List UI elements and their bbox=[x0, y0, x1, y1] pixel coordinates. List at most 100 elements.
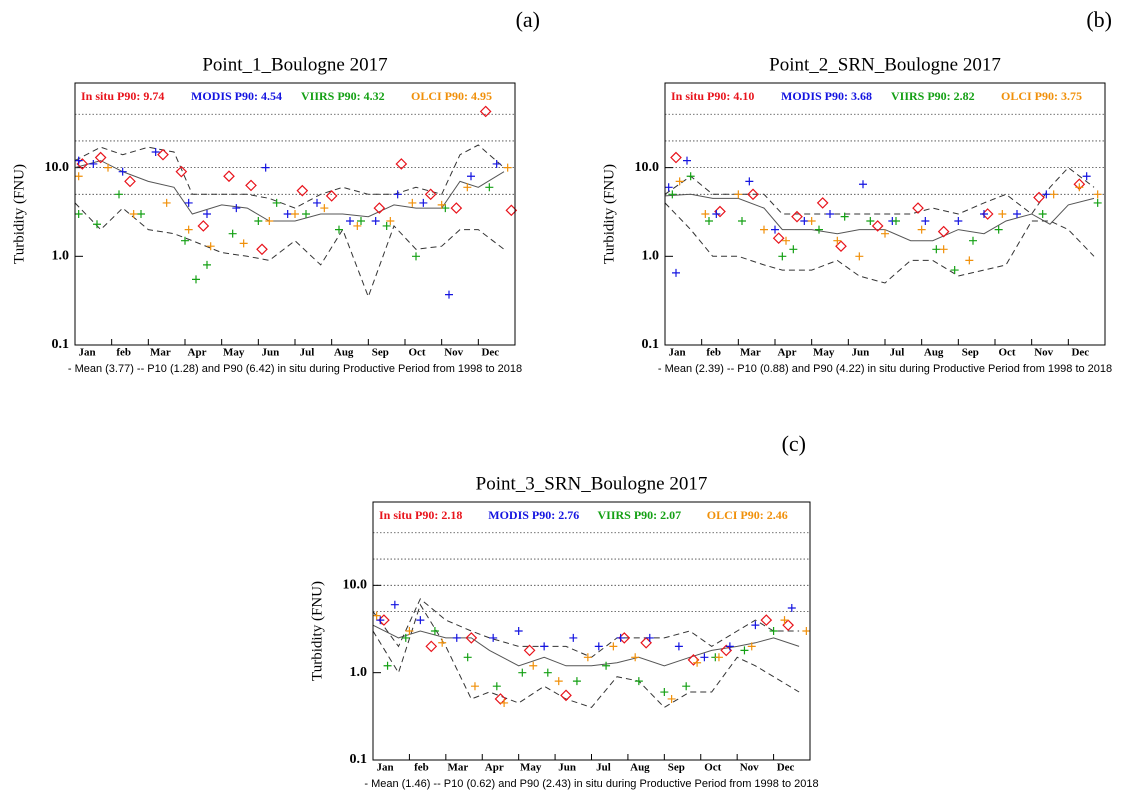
plot-frame bbox=[74, 82, 516, 346]
data-point bbox=[115, 190, 123, 199]
data-point bbox=[939, 245, 948, 254]
data-point bbox=[1038, 210, 1047, 218]
chart-title: Point_3_SRN_Boulogne 2017 bbox=[476, 473, 708, 494]
data-point bbox=[401, 633, 410, 642]
legend-entry: OLCI P90: 4.95 bbox=[411, 89, 492, 103]
y-tick-label: 0.1 bbox=[350, 752, 368, 767]
panel-label: (a) bbox=[516, 7, 540, 32]
data-point bbox=[686, 172, 695, 181]
data-point bbox=[373, 202, 386, 214]
data-point bbox=[313, 198, 321, 207]
x-tick-label: Jul bbox=[890, 347, 905, 359]
x-tick-label: Sep bbox=[668, 762, 685, 774]
data-point bbox=[283, 210, 292, 218]
data-point bbox=[254, 217, 263, 226]
legend-entry: OLCI P90: 2.46 bbox=[707, 508, 788, 522]
caption: - Mean (2.39) -- P10 (0.88) and P90 (4.2… bbox=[658, 363, 1112, 375]
data-point bbox=[94, 151, 107, 164]
y-axis-label: Turbidity (FNU) bbox=[309, 581, 325, 681]
x-tick-label: Jun bbox=[851, 347, 869, 359]
data-point bbox=[771, 225, 779, 234]
data-point bbox=[346, 217, 354, 226]
data-point bbox=[492, 159, 501, 168]
data-point bbox=[772, 232, 785, 245]
data-point bbox=[74, 210, 83, 218]
data-point bbox=[445, 290, 453, 299]
panel-label: (b) bbox=[1086, 7, 1112, 32]
data-point bbox=[667, 694, 676, 703]
data-point bbox=[419, 198, 428, 207]
x-tick-label: Dec bbox=[481, 347, 499, 359]
data-point bbox=[523, 644, 536, 657]
data-point bbox=[1093, 198, 1102, 207]
x-tick-label: Jan bbox=[668, 347, 685, 359]
data-point bbox=[438, 638, 447, 647]
caption: - Mean (3.77) -- P10 (1.28) and P90 (6.4… bbox=[68, 363, 522, 375]
legend-entry: VIIRS P90: 4.32 bbox=[301, 89, 385, 103]
data-point bbox=[181, 236, 189, 245]
data-point bbox=[675, 177, 684, 186]
data-point bbox=[950, 266, 959, 275]
data-point bbox=[816, 197, 829, 209]
data-point bbox=[634, 677, 643, 686]
data-point bbox=[256, 243, 268, 256]
data-point bbox=[137, 210, 145, 218]
data-point bbox=[745, 177, 754, 186]
data-point bbox=[921, 217, 930, 226]
x-tick-label: Aug bbox=[334, 347, 354, 359]
data-point bbox=[932, 245, 941, 254]
data-point bbox=[789, 245, 798, 254]
data-point bbox=[1013, 210, 1021, 218]
legend-entry: MODIS P90: 3.68 bbox=[781, 89, 872, 103]
data-point bbox=[518, 668, 527, 677]
data-point bbox=[787, 604, 796, 613]
data-point bbox=[682, 682, 691, 691]
data-point bbox=[296, 184, 309, 197]
data-point bbox=[463, 183, 472, 192]
data-point bbox=[430, 627, 439, 635]
x-tick-label: Jun bbox=[261, 347, 279, 359]
data-point bbox=[371, 217, 380, 226]
x-tick-label: Jul bbox=[300, 347, 315, 359]
x-tick-label: Oct bbox=[704, 762, 721, 774]
data-point bbox=[705, 217, 713, 226]
data-point bbox=[494, 693, 507, 705]
data-point bbox=[416, 616, 425, 625]
x-tick-label: Jan bbox=[376, 762, 393, 774]
data-point bbox=[583, 653, 592, 662]
x-tick-label: Dec bbox=[777, 762, 795, 774]
data-point bbox=[302, 210, 310, 218]
data-point bbox=[395, 158, 408, 170]
x-tick-label: feb bbox=[414, 762, 429, 774]
data-point bbox=[372, 611, 381, 620]
percentile-line bbox=[664, 202, 1095, 284]
data-point bbox=[660, 688, 669, 697]
data-point bbox=[645, 633, 654, 642]
data-point bbox=[572, 677, 581, 686]
data-point bbox=[228, 229, 237, 238]
data-point bbox=[683, 156, 691, 165]
x-tick-label: May bbox=[813, 347, 835, 359]
data-point bbox=[687, 654, 700, 666]
data-point bbox=[335, 225, 343, 234]
data-point bbox=[969, 236, 977, 245]
data-point bbox=[881, 229, 889, 238]
data-point bbox=[382, 221, 391, 230]
data-point bbox=[74, 156, 83, 165]
y-tick-label: 10.0 bbox=[635, 160, 660, 175]
data-point bbox=[489, 633, 498, 642]
x-tick-label: Nov bbox=[740, 762, 759, 774]
data-point bbox=[261, 163, 270, 172]
data-point bbox=[760, 225, 768, 234]
legend-entry: OLCI P90: 3.75 bbox=[1001, 89, 1082, 103]
data-point bbox=[412, 252, 420, 261]
x-tick-label: Mar bbox=[447, 762, 468, 774]
data-point bbox=[184, 225, 193, 234]
data-point bbox=[383, 661, 392, 670]
data-point bbox=[672, 268, 680, 277]
legend-entry: In situ P90: 9.74 bbox=[81, 89, 164, 103]
data-point bbox=[151, 148, 160, 157]
data-point bbox=[1082, 172, 1091, 181]
